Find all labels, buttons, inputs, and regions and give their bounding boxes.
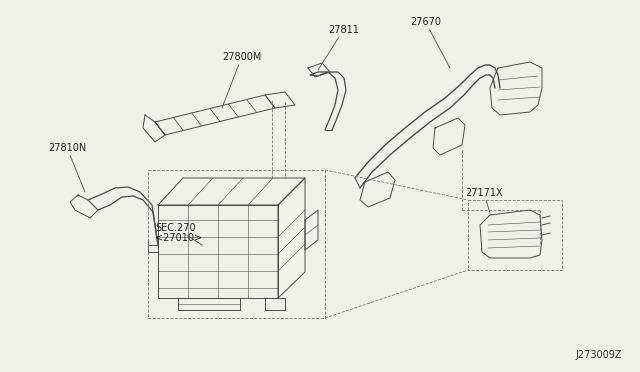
Text: <27010>: <27010> bbox=[155, 233, 202, 243]
Text: 27171X: 27171X bbox=[465, 188, 502, 213]
Text: 27811: 27811 bbox=[318, 25, 359, 70]
Text: 27800M: 27800M bbox=[222, 52, 261, 108]
Text: 27810N: 27810N bbox=[48, 143, 86, 192]
Text: J273009Z: J273009Z bbox=[575, 350, 622, 360]
Text: SEC.270: SEC.270 bbox=[155, 223, 202, 245]
Text: 27670: 27670 bbox=[410, 17, 450, 68]
